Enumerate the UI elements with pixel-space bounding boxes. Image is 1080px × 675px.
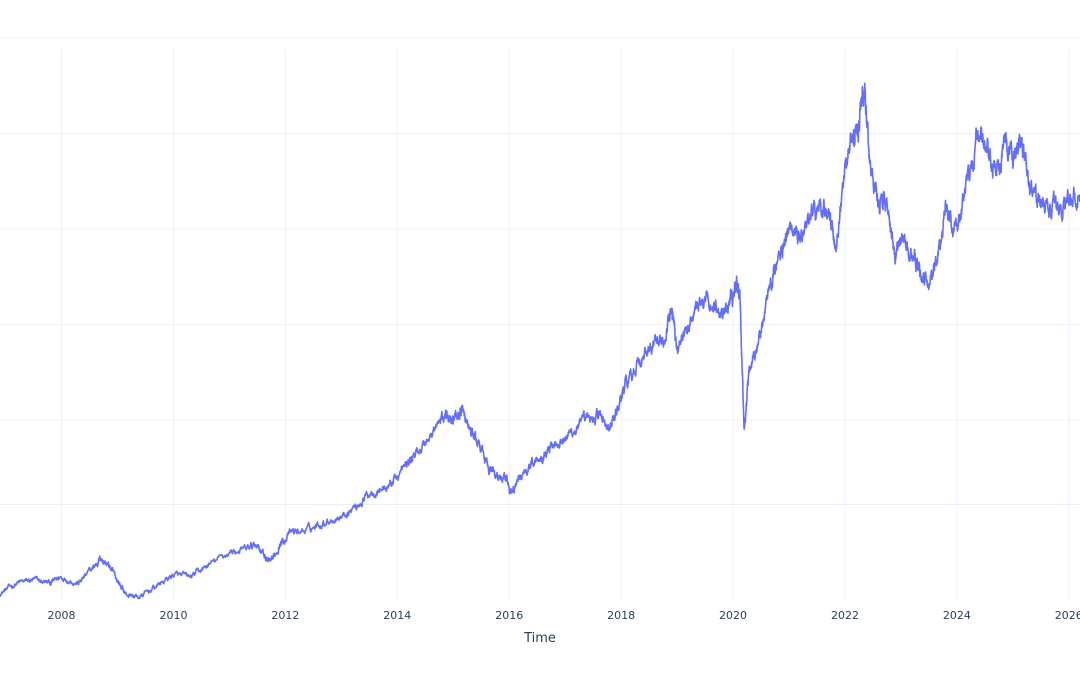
x-axis-title: Time xyxy=(523,631,556,646)
x-tick-label-2014: 2014 xyxy=(383,609,411,622)
x-tick-label-2008: 2008 xyxy=(48,609,76,622)
x-tick-label-2018: 2018 xyxy=(607,609,635,622)
series-line-0 xyxy=(0,82,1080,600)
x-tick-label-2012: 2012 xyxy=(271,609,299,622)
series-layer xyxy=(0,82,1080,600)
x-tick-labels: 2008 2010 2012 2014 2016 2018 2020 2022 2024 2026 xyxy=(48,609,1080,622)
x-gridlines xyxy=(61,50,1070,600)
x-tick-label-2010: 2010 xyxy=(159,609,187,622)
y-gridlines xyxy=(0,37,1080,505)
x-tick-label-2022: 2022 xyxy=(831,609,859,622)
x-tick-label-2016: 2016 xyxy=(495,609,523,622)
x-tick-label-2024: 2024 xyxy=(943,609,971,622)
x-tick-label-2026: 2026 xyxy=(1055,609,1080,622)
x-tick-label-2020: 2020 xyxy=(719,609,747,622)
